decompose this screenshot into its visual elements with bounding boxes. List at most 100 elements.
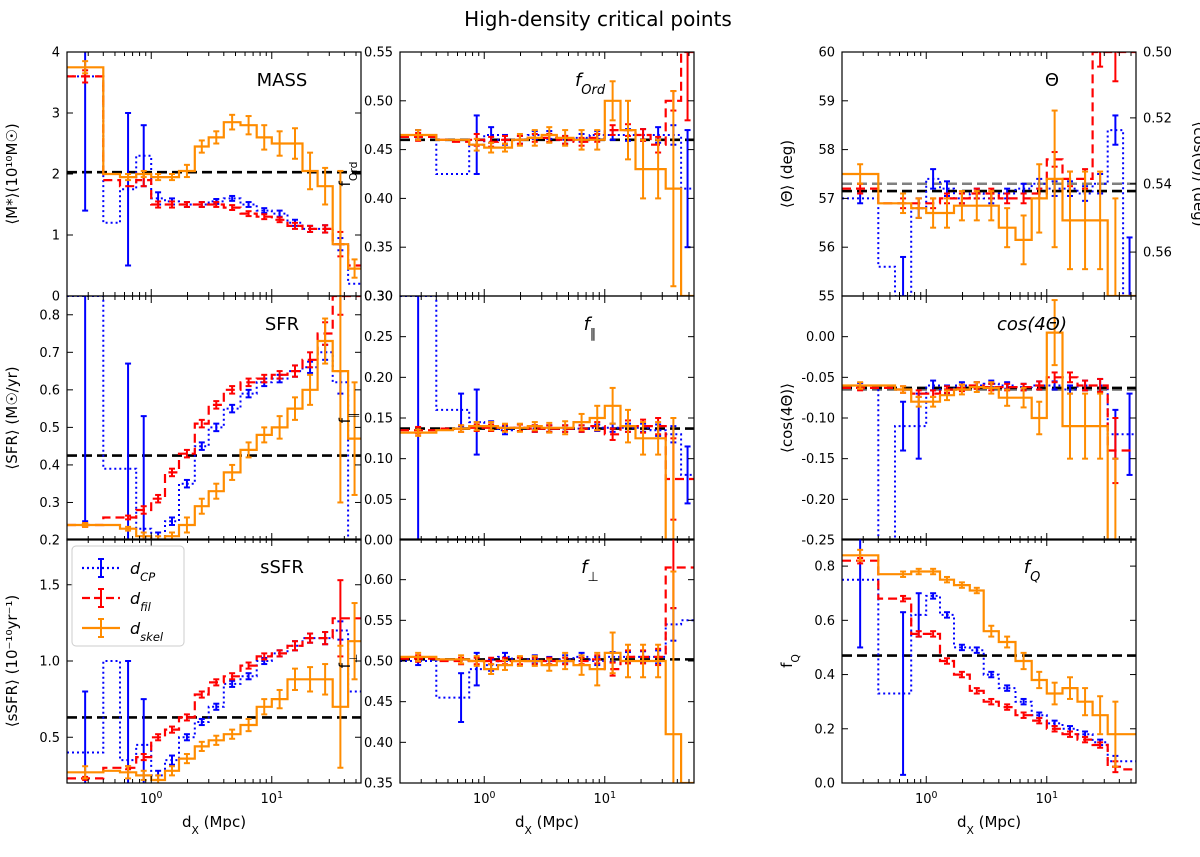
errorbar-skel xyxy=(140,169,147,179)
panel-ssfr: 0.5 1.0 1.5 100 101 dX (Mpc) ⟨sSFR⟩ (10⁻¹⁰yr⁻¹… xyxy=(3,538,362,837)
errorbar-skel xyxy=(82,522,89,528)
errorbar-cp xyxy=(988,670,995,679)
y-tick-label: 0.25 xyxy=(364,330,393,345)
legend-label-1: dfil xyxy=(130,589,152,614)
errorbar-fil xyxy=(1036,380,1043,391)
errorbar-fil xyxy=(292,221,299,230)
errorbar-skel xyxy=(1004,635,1011,649)
y-axis-label: f∥ xyxy=(336,413,360,424)
errorbar-cp xyxy=(125,660,132,783)
errorbar-cp xyxy=(458,672,465,723)
errorbar-skel xyxy=(594,651,601,687)
errorbar-skel xyxy=(973,381,980,393)
errorbar-fil xyxy=(213,678,220,687)
errorbar-skel xyxy=(501,659,508,671)
errorbar-fil xyxy=(198,201,205,208)
errorbar-fil xyxy=(930,630,937,638)
errorbar-cp xyxy=(198,717,205,727)
errorbar-cp xyxy=(973,646,980,654)
legend-label-0: dCP xyxy=(130,559,155,584)
panel-mass: 0 1 2 3 4 ⟨M*⟩(10¹⁰M☉) MASS xyxy=(3,46,362,305)
errorbar-skel xyxy=(562,420,569,436)
errorbar-skel xyxy=(1051,299,1058,367)
series-group xyxy=(400,52,694,296)
errorbar-fil xyxy=(973,687,980,695)
errorbar-skel xyxy=(578,412,585,432)
panel-label: Θ xyxy=(1045,70,1059,91)
y-tick-label: 58 xyxy=(818,143,835,158)
errorbar-fil xyxy=(168,467,175,478)
errorbar-fil xyxy=(684,52,691,122)
errorbar-skel xyxy=(988,190,995,222)
panel-label: SFR xyxy=(265,314,299,335)
errorbar-fil xyxy=(276,370,283,380)
errorbar-cp xyxy=(183,478,190,489)
series-group xyxy=(400,539,694,783)
errorbar-skel xyxy=(516,655,523,667)
y-tick-label: 0.15 xyxy=(364,412,393,427)
errorbar-cp xyxy=(930,168,937,190)
errorbar-skel xyxy=(943,575,950,584)
panel-label: f∥ xyxy=(584,314,597,342)
errorbar-skel xyxy=(640,643,647,679)
x-axis-label: dX (Mpc) xyxy=(182,813,246,837)
errorbar-skel xyxy=(183,753,190,765)
errorbar-skel xyxy=(1051,681,1058,706)
legend-entry-0: dCP xyxy=(82,558,155,584)
errorbar-fil xyxy=(958,670,965,679)
errorbar-cp xyxy=(1112,114,1119,146)
y-axis-label: ⟨M*⟩(10¹⁰M☉) xyxy=(3,123,21,224)
errorbar-fil xyxy=(140,505,147,515)
errorbar-skel xyxy=(1112,457,1119,540)
errorbar-skel xyxy=(125,173,132,182)
series-fil-step-line xyxy=(400,425,694,481)
errorbar-fil xyxy=(183,448,190,459)
errorbar-skel xyxy=(609,80,616,122)
errorbar-skel xyxy=(198,740,205,752)
errorbar-skel xyxy=(930,197,937,229)
errorbar-fil xyxy=(1036,716,1043,725)
errorbar-skel xyxy=(516,132,523,147)
errorbar-skel xyxy=(183,516,190,534)
errorbar-cp xyxy=(415,296,422,540)
y-right-tick-label: 0.52 xyxy=(1143,111,1172,126)
errorbar-cp xyxy=(684,445,691,505)
series-group xyxy=(842,539,1136,776)
y-axis-label: fOrd xyxy=(336,162,360,187)
y-axis-label: ⟨Θ⟩ (deg) xyxy=(778,140,796,208)
errorbar-skel xyxy=(245,115,252,136)
errorbar-fil xyxy=(229,204,236,211)
panel-fq: 0.0 0.2 0.4 0.6 0.8 100 101 dX (Mpc) fQ fQ xyxy=(778,538,1137,837)
errorbar-fil xyxy=(1067,371,1074,384)
y-tick-label: 57 xyxy=(818,192,835,207)
errorbar-skel xyxy=(168,765,175,777)
series-skel-step-line xyxy=(400,404,694,540)
errorbar-skel xyxy=(229,728,236,740)
errorbar-skel xyxy=(1097,170,1104,271)
errorbar-fil xyxy=(183,201,190,208)
y-tick-label: 59 xyxy=(818,94,835,109)
y-right-axis-label: ⟨cos(Θ)⟩ (deg) xyxy=(1190,121,1200,226)
series-skel-step-line xyxy=(842,172,1136,296)
errorbar-skel xyxy=(578,129,585,151)
errorbar-cp xyxy=(1004,684,1011,692)
series-cp-step-line xyxy=(842,129,1136,296)
y-axis-label: ⟨sSFR⟩ (10⁻¹⁰yr⁻¹) xyxy=(3,595,21,728)
y-tick-label: 0.6 xyxy=(814,614,835,629)
errorbar-skel xyxy=(1020,651,1027,671)
errorbar-fil xyxy=(198,418,205,429)
y-tick-label: 0.45 xyxy=(364,143,393,158)
errorbar-skel xyxy=(245,717,252,733)
errorbar-skel xyxy=(458,424,465,433)
y-tick-label: 0.35 xyxy=(364,241,393,256)
errorbar-skel xyxy=(958,190,965,222)
errorbar-skel xyxy=(168,173,175,182)
errorbar-fil xyxy=(1082,735,1089,744)
errorbar-fil xyxy=(183,713,190,722)
errorbar-skel xyxy=(562,651,569,671)
series-cp-step-line xyxy=(67,296,361,540)
x-axis-label: dX (Mpc) xyxy=(515,813,579,837)
panel-ford: 0.30 0.35 0.40 0.45 0.50 0.55 fOrd fOrd xyxy=(336,46,695,305)
errorbar-cp xyxy=(213,702,220,711)
